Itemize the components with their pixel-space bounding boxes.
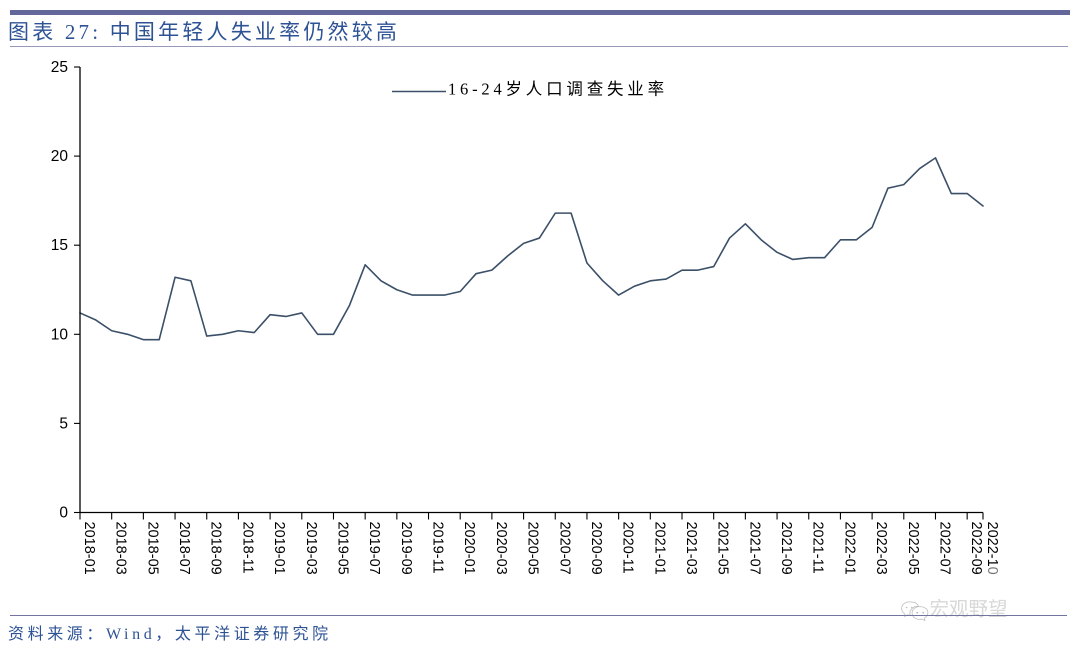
svg-text:2020-05: 2020-05 — [525, 522, 541, 575]
svg-text:2021-05: 2021-05 — [715, 522, 731, 575]
svg-text:20: 20 — [51, 148, 69, 165]
svg-text:2019-01: 2019-01 — [271, 522, 287, 575]
svg-text:0: 0 — [59, 505, 68, 522]
svg-text:2021-03: 2021-03 — [683, 522, 699, 575]
svg-text:2020-09: 2020-09 — [588, 522, 604, 575]
svg-text:2019-03: 2019-03 — [303, 522, 319, 575]
svg-text:2018-05: 2018-05 — [144, 522, 160, 575]
svg-text:2021-01: 2021-01 — [651, 522, 667, 575]
svg-text:2022-05: 2022-05 — [905, 522, 921, 575]
svg-text:2022-07: 2022-07 — [936, 522, 952, 575]
svg-text:宏观野望: 宏观野望 — [929, 599, 1007, 621]
svg-text:2019-09: 2019-09 — [398, 522, 414, 575]
svg-text:2022-10: 2022-10 — [984, 522, 1000, 575]
svg-text:2018-11: 2018-11 — [239, 522, 255, 574]
svg-text:2018-07: 2018-07 — [176, 522, 192, 575]
svg-text:2021-07: 2021-07 — [746, 522, 762, 575]
svg-text:15: 15 — [51, 237, 68, 254]
svg-text:2018-09: 2018-09 — [208, 522, 224, 575]
svg-text:2022-09: 2022-09 — [968, 522, 984, 575]
svg-text:2019-07: 2019-07 — [366, 522, 382, 575]
svg-text:25: 25 — [51, 59, 68, 76]
svg-text:2020-03: 2020-03 — [493, 522, 509, 575]
svg-text:10: 10 — [51, 326, 69, 343]
svg-text:5: 5 — [59, 415, 68, 432]
svg-text:2019-05: 2019-05 — [334, 522, 350, 575]
svg-text:2022-01: 2022-01 — [841, 522, 857, 575]
svg-text:2021-11: 2021-11 — [810, 522, 826, 574]
svg-text:16-24岁人口调查失业率: 16-24岁人口调查失业率 — [448, 80, 668, 99]
svg-text:2019-11: 2019-11 — [430, 522, 446, 574]
svg-text:2018-01: 2018-01 — [81, 522, 97, 575]
svg-text:2022-03: 2022-03 — [873, 522, 889, 575]
svg-text:2020-07: 2020-07 — [556, 522, 572, 575]
svg-text:2020-11: 2020-11 — [620, 522, 636, 574]
svg-text:2018-03: 2018-03 — [113, 522, 129, 575]
svg-text:2021-09: 2021-09 — [778, 522, 794, 575]
svg-text:2020-01: 2020-01 — [461, 522, 477, 575]
